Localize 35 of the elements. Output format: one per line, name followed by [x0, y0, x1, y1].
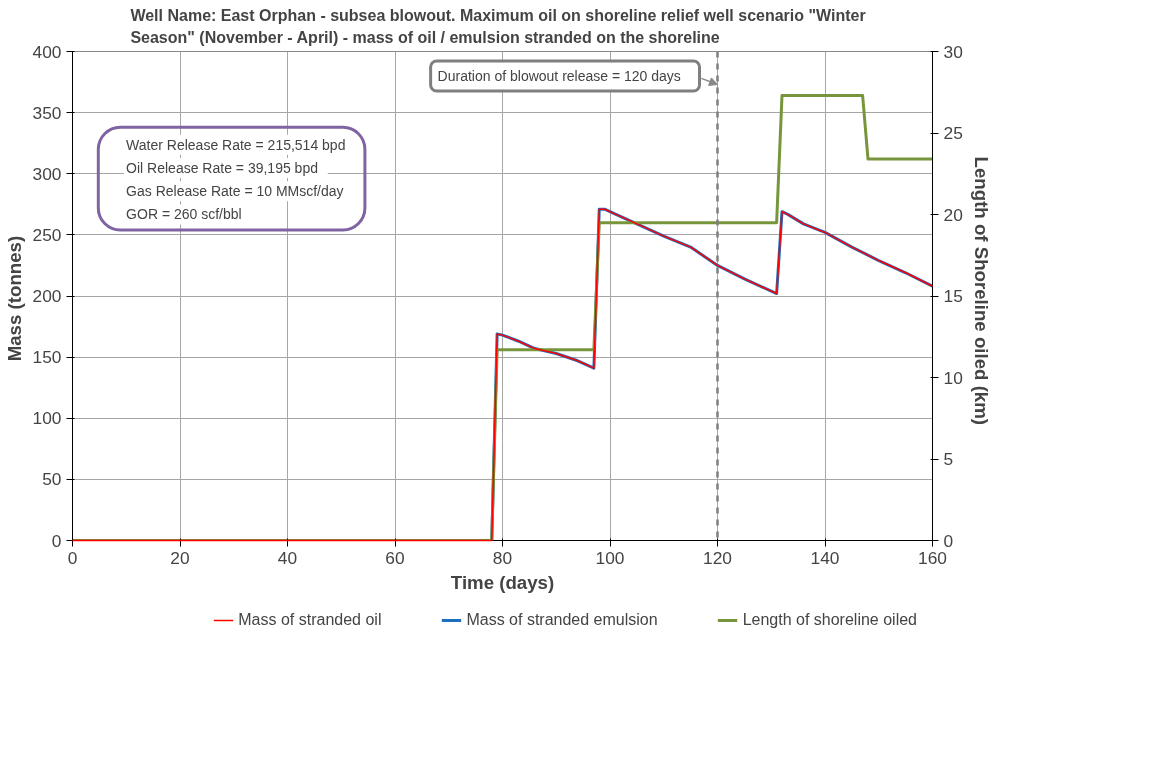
x-tick-label: 60	[385, 547, 405, 568]
legend-label: Mass of stranded emulsion	[466, 611, 658, 629]
y-tick-label: 200	[32, 286, 62, 306]
y2-tick-label: 25	[943, 123, 963, 143]
annotation: Gas Release Rate = 10 MMscf/day	[126, 183, 344, 200]
x-tick-label: 100	[595, 547, 625, 568]
y-tick-label: 250	[32, 224, 62, 245]
chart-title: Well Name: East Orphan - subsea blowout. Maximum oil on shoreline relief well scenario "Winter Season" (November - April) - mass of oil / emulsion stranded on the shoreline	[130, 7, 866, 47]
x-tick-label: 20	[170, 547, 190, 568]
legend-label: Length of shoreline oiled	[742, 611, 917, 629]
annotation: Water Release Rate = 215,514 bpd	[126, 136, 346, 153]
y2-tick-label: 30	[943, 41, 963, 62]
y2-tick-label: 5	[943, 449, 954, 469]
y-tick-label: 0	[51, 530, 62, 551]
x-tick-label: 140	[810, 547, 840, 568]
y-axis-title: Mass (tonnes)	[3, 235, 25, 362]
y2-tick-label: 20	[943, 204, 963, 225]
annotation: GOR = 260 scf/bbl	[126, 206, 242, 223]
y-tick-label: 300	[32, 163, 62, 184]
y-tick-label: 150	[32, 347, 62, 368]
y-tick-label: 100	[32, 408, 62, 429]
x-tick-label: 40	[277, 547, 298, 568]
x-axis-title: Time (days)	[450, 571, 555, 593]
ref-line-label: Duration of blowout release = 120 days	[437, 67, 681, 84]
y-tick-label: 400	[32, 41, 62, 62]
x-tick-label: 0	[67, 547, 78, 568]
x-tick-label: 80	[492, 547, 513, 568]
y-tick-label: 350	[32, 102, 62, 123]
y-tick-label: 50	[42, 469, 62, 490]
annotation: Oil Release Rate = 39,195 bpd	[126, 159, 318, 176]
y2-axis-title: Length of Shoreline oiled (km)	[970, 156, 992, 426]
y2-tick-label: 10	[943, 367, 963, 388]
y2-tick-label: 15	[943, 286, 963, 306]
legend-label: Mass of stranded oil	[238, 611, 382, 629]
x-tick-label: 120	[703, 547, 732, 568]
